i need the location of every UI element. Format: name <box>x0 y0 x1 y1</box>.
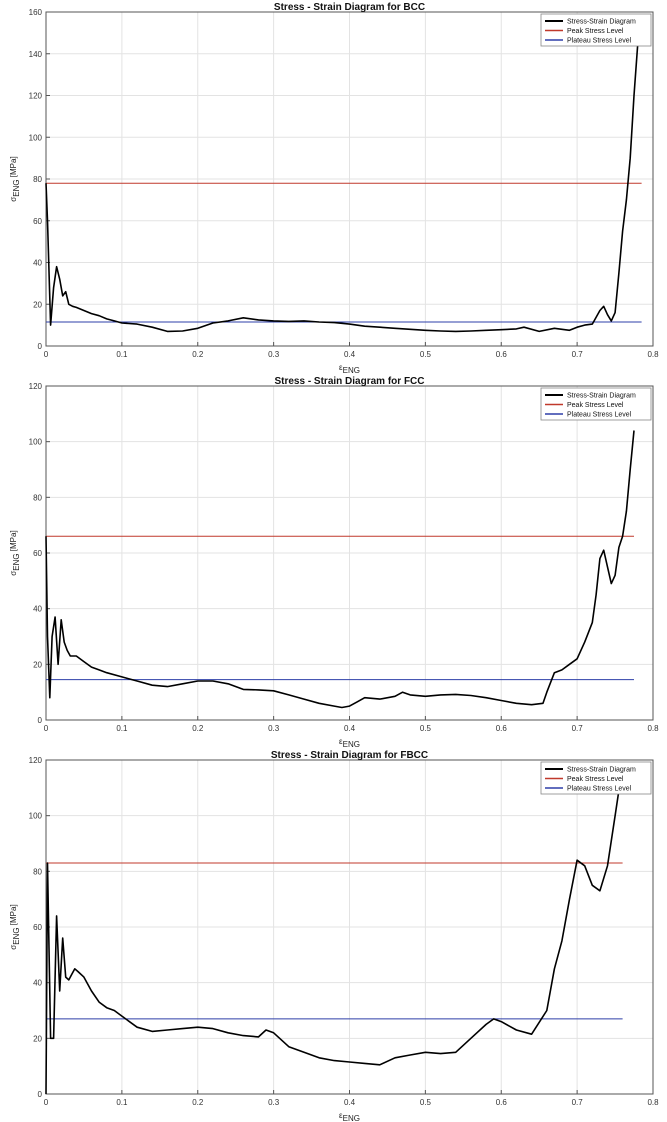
legend-label: Stress-Strain Diagram <box>567 767 636 774</box>
y-tick-label: 0 <box>38 342 43 351</box>
stress-strain-line <box>45 430 635 709</box>
x-axis-symbol: ε <box>339 1111 343 1120</box>
x-axis-symbol: ε <box>339 737 343 746</box>
y-axis-symbol: σ <box>9 571 18 576</box>
chart-svg-bcc: 0 0.1 0.2 0.3 0.4 0.5 0.6 0.7 0.8 0 20 40 60 80 100 120… <box>9 2 659 374</box>
y-tick-label: 120 <box>29 382 43 391</box>
x-tick-label: 0.8 <box>647 724 659 733</box>
y-tick-label: 120 <box>29 92 43 101</box>
stress-strain-line <box>45 765 624 1095</box>
chart-figure-fcc: 0 0.1 0.2 0.3 0.4 0.5 0.6 0.7 0.8 0 20 40 60 80 100 120… <box>0 374 667 748</box>
x-tick-label: 0.4 <box>344 724 356 733</box>
y-tick-label: 60 <box>33 923 42 932</box>
chart-figure-fbcc: 0 0.1 0.2 0.3 0.4 0.5 0.6 0.7 0.8 0 20 40 60 80 100 120… <box>0 748 667 1122</box>
y-tick-label: 80 <box>33 493 42 502</box>
y-axis-subscript: ENG <box>12 927 21 944</box>
y-axis-label: σENG [MPa] <box>9 156 21 201</box>
y-tick-label: 0 <box>38 716 43 725</box>
x-tick-label: 0.2 <box>192 350 204 359</box>
y-tick-label: 100 <box>29 133 43 142</box>
y-tick-label: 80 <box>33 867 42 876</box>
x-tick-label: 0.6 <box>496 1098 508 1107</box>
legend-label: Stress-Strain Diagram <box>567 393 636 400</box>
x-tick-label: 0.3 <box>268 1098 280 1107</box>
y-tick-label: 60 <box>33 217 42 226</box>
axes-frame <box>45 11 654 347</box>
x-axis-label: εENG <box>339 363 360 374</box>
chart-svg-fcc: 0 0.1 0.2 0.3 0.4 0.5 0.6 0.7 0.8 0 20 40 60 80 100 120… <box>9 376 659 748</box>
legend-label: Plateau Stress Level <box>567 412 632 419</box>
x-tick-label: 0.3 <box>268 724 280 733</box>
x-axis-label: εENG <box>339 1111 360 1122</box>
y-tick-label: 20 <box>33 660 42 669</box>
y-tick-label: 40 <box>33 979 42 988</box>
x-tick-label: 0.7 <box>572 350 584 359</box>
legend-label: Peak Stress Level <box>567 402 624 409</box>
x-tick-label: 0.1 <box>116 724 128 733</box>
y-tick-label: 40 <box>33 259 42 268</box>
x-tick-label: 0.5 <box>420 1098 432 1107</box>
y-tick-label: 80 <box>33 175 42 184</box>
y-axis-unit: [MPa] <box>9 530 18 553</box>
chart-title: Stress - Strain Diagram for FCC <box>274 376 424 387</box>
x-tick-label: 0 <box>44 1098 49 1107</box>
x-tick-label: 0.8 <box>647 350 659 359</box>
y-tick-label: 100 <box>29 812 43 821</box>
x-tick-label: 0.1 <box>116 350 128 359</box>
y-tick-label: 60 <box>33 549 42 558</box>
x-tick-label: 0.5 <box>420 350 432 359</box>
legend-label: Peak Stress Level <box>567 776 624 783</box>
chart-figure-bcc: 0 0.1 0.2 0.3 0.4 0.5 0.6 0.7 0.8 0 20 40 60 80 100 120… <box>0 0 667 374</box>
chart-title: Stress - Strain Diagram for FBCC <box>271 750 428 761</box>
stress-strain-line <box>45 18 643 333</box>
y-tick-label: 140 <box>29 50 43 59</box>
x-tick-label: 0.4 <box>344 1098 356 1107</box>
x-axis-label: εENG <box>339 737 360 748</box>
x-tick-label: 0.7 <box>572 724 584 733</box>
y-axis-subscript: ENG <box>12 179 21 196</box>
x-tick-label: 0.3 <box>268 350 280 359</box>
y-tick-label: 0 <box>38 1090 43 1099</box>
x-tick-label: 0.6 <box>496 350 508 359</box>
x-axis-subscript: ENG <box>343 1114 360 1122</box>
y-axis-label: σENG [MPa] <box>9 530 21 575</box>
y-tick-label: 120 <box>29 756 43 765</box>
legend-label: Plateau Stress Level <box>567 38 632 45</box>
x-axis-symbol: ε <box>339 363 343 372</box>
legend-label: Plateau Stress Level <box>567 786 632 793</box>
y-axis-unit: [MPa] <box>9 904 18 927</box>
x-tick-label: 0.1 <box>116 1098 128 1107</box>
x-tick-label: 0.6 <box>496 724 508 733</box>
axes-frame <box>45 759 654 1095</box>
y-axis-symbol: σ <box>9 197 18 202</box>
x-tick-label: 0.2 <box>192 724 204 733</box>
chart-svg-fbcc: 0 0.1 0.2 0.3 0.4 0.5 0.6 0.7 0.8 0 20 40 60 80 100 120… <box>9 750 659 1122</box>
x-axis-subscript: ENG <box>343 366 360 374</box>
x-tick-label: 0.4 <box>344 350 356 359</box>
y-axis-label: σENG [MPa] <box>9 904 21 949</box>
y-tick-label: 20 <box>33 1034 42 1043</box>
x-tick-label: 0.2 <box>192 1098 204 1107</box>
x-axis-subscript: ENG <box>343 740 360 748</box>
x-tick-label: 0.7 <box>572 1098 584 1107</box>
y-tick-label: 20 <box>33 300 42 309</box>
chart-title: Stress - Strain Diagram for BCC <box>274 2 425 13</box>
y-tick-label: 100 <box>29 438 43 447</box>
x-tick-label: 0 <box>44 350 49 359</box>
y-axis-symbol: σ <box>9 945 18 950</box>
y-tick-label: 160 <box>29 8 43 17</box>
y-axis-subscript: ENG <box>12 553 21 570</box>
y-axis-unit: [MPa] <box>9 156 18 179</box>
legend-label: Peak Stress Level <box>567 28 624 35</box>
x-tick-label: 0 <box>44 724 49 733</box>
x-tick-label: 0.8 <box>647 1098 659 1107</box>
y-tick-label: 40 <box>33 605 42 614</box>
x-tick-label: 0.5 <box>420 724 432 733</box>
legend-label: Stress-Strain Diagram <box>567 19 636 26</box>
